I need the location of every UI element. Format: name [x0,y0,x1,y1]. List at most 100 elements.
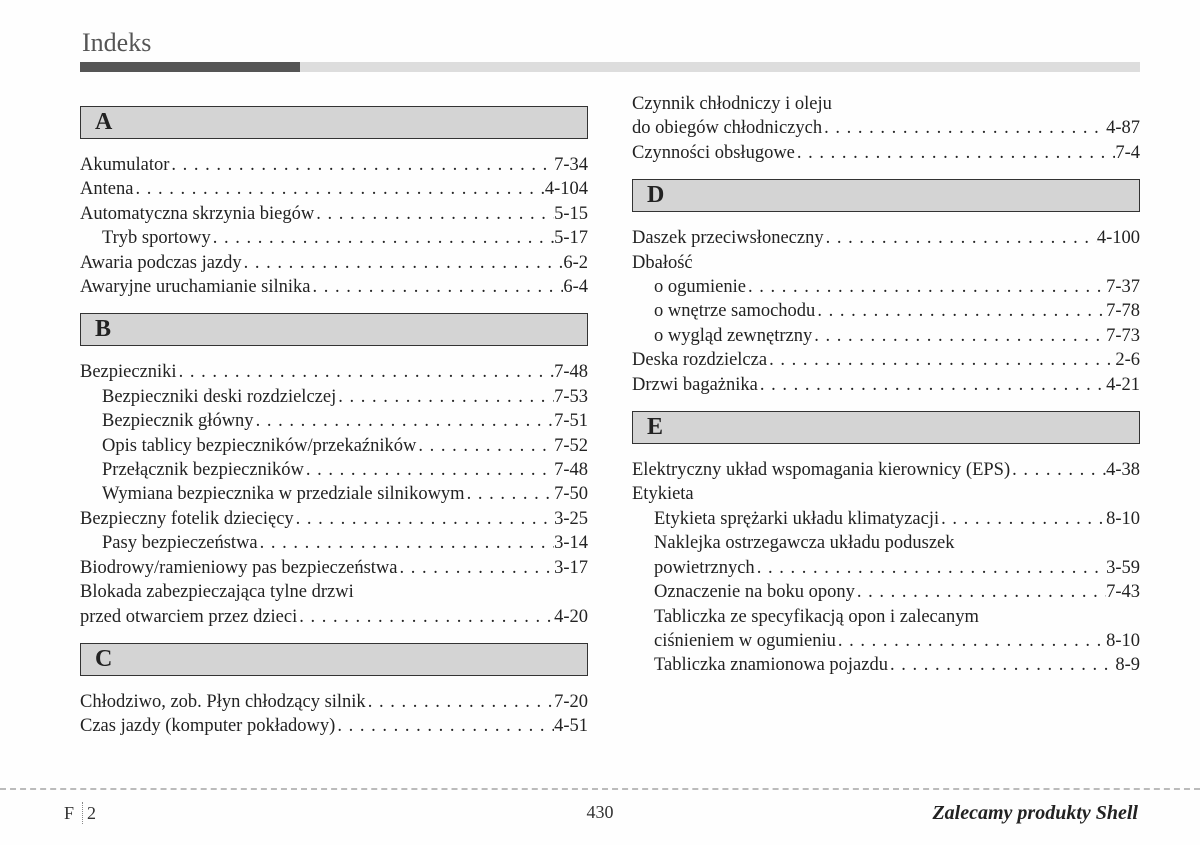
index-entry-leader: . . . . . . . . . . . . . . . . . . . . … [465,482,555,506]
index-entry-page: 7-52 [554,434,588,458]
index-entry-leader: . . . . . . . . . . . . . . . . . . . . … [177,360,555,384]
index-entry-leader: . . . . . . . . . . . . . . . . . . . . … [755,556,1106,580]
index-entry-leader: . . . . . . . . . . . . . . . . . . . . … [758,373,1106,397]
index-entry-page: 7-20 [554,690,588,714]
index-entry-label: Akumulator [80,153,169,177]
index-entry: do obiegów chłodniczych . . . . . . . . … [632,116,1140,140]
index-entry: Tryb sportowy . . . . . . . . . . . . . … [80,226,588,250]
footer-page-number: 430 [587,800,614,823]
index-entry-label: Automatyczna skrzynia biegów [80,202,314,226]
index-entry-page: 7-50 [554,482,588,506]
index-entry-page: 7-73 [1106,324,1140,348]
index-entry: Dbałość . . . . . . . . . . . . . . . . … [632,251,1140,275]
footer-section-page: 2 [87,803,96,824]
index-entry-label: Dbałość [632,251,693,275]
index-entry: Etykieta . . . . . . . . . . . . . . . .… [632,482,1140,506]
index-entry-label: powietrznych [654,556,755,580]
index-entry-leader: . . . . . . . . . . . . . . . . . . . . … [304,458,554,482]
index-entry-leader: . . . . . . . . . . . . . . . . . . . . … [795,141,1115,165]
index-entry-label: Etykieta [632,482,694,506]
index-entry-label: Bezpieczniki [80,360,177,384]
index-entry-page: 4-38 [1106,458,1140,482]
index-entry-label: Czynnik chłodniczy i oleju [632,92,832,116]
index-entry: Akumulator . . . . . . . . . . . . . . .… [80,153,588,177]
index-entry: Elektryczny układ wspomagania kierownicy… [632,458,1140,482]
section-head: B [80,313,588,346]
index-entry-label: Tabliczka znamionowa pojazdu [654,653,888,677]
index-columns: AAkumulator . . . . . . . . . . . . . . … [80,92,1140,739]
index-entry-page: 4-21 [1106,373,1140,397]
index-entry: Awaryjne uruchamianie silnika . . . . . … [80,275,588,299]
index-entry-label: Przełącznik bezpieczników [102,458,304,482]
index-entry: Przełącznik bezpieczników . . . . . . . … [80,458,588,482]
index-entry-label: Chłodziwo, zob. Płyn chłodzący silnik [80,690,366,714]
index-entry: Blokada zabezpieczająca tylne drzwi . . … [80,580,588,604]
index-entry-page: 6-2 [563,251,588,275]
index-entry-leader: . . . . . . . . . . . . . . . . . . . . … [335,714,554,738]
index-entry-label: Bezpieczniki deski rozdzielczej [102,385,336,409]
index-entry: Czynności obsługowe . . . . . . . . . . … [632,141,1140,165]
footer-section-letter: F [64,803,74,824]
index-column-left: AAkumulator . . . . . . . . . . . . . . … [80,92,588,739]
section-head: D [632,179,1140,212]
index-entry-leader: . . . . . . . . . . . . . . . . . . . . … [366,690,554,714]
index-entry-leader: . . . . . . . . . . . . . . . . . . . . … [855,580,1106,604]
index-entry-label: Biodrowy/ramieniowy pas bezpieczeństwa [80,556,397,580]
index-entry-page: 5-15 [554,202,588,226]
index-entry: Biodrowy/ramieniowy pas bezpieczeństwa .… [80,556,588,580]
footer-dashed-rule [0,788,1200,790]
index-entry-leader: . . . . . . . . . . . . . . . . . . . . … [211,226,554,250]
page-title: Indeks [82,28,1140,58]
index-entry-leader: . . . . . . . . . . . . . . . . . . . . … [297,605,554,629]
index-entry-page: 2-6 [1115,348,1140,372]
page-footer: F 2 430 Zalecamy produkty Shell [0,800,1200,823]
index-entry: Bezpieczny fotelik dziecięcy . . . . . .… [80,507,588,531]
index-entry: o ogumienie . . . . . . . . . . . . . . … [632,275,1140,299]
index-entry: Bezpieczniki deski rozdzielczej . . . . … [80,385,588,409]
page-body: Indeks AAkumulator . . . . . . . . . . .… [0,0,1200,739]
index-entry: Opis tablicy bezpieczników/przekaźników … [80,434,588,458]
index-entry: Chłodziwo, zob. Płyn chłodzący silnik . … [80,690,588,714]
index-entry-label: przed otwarciem przez dzieci [80,605,297,629]
index-entry-page: 3-17 [554,556,588,580]
index-entry-leader: . . . . . . . . . . . . . . . . . . . . … [397,556,554,580]
index-entry-leader: . . . . . . . . . . . . . . . . . . . . … [939,507,1106,531]
section-head: C [80,643,588,676]
index-entry-label: Tryb sportowy [102,226,211,250]
index-entry-page: 4-87 [1106,116,1140,140]
index-entry-label: ciśnieniem w ogumieniu [654,629,836,653]
index-entry-label: Pasy bezpieczeństwa [102,531,258,555]
index-entry: Bezpieczniki . . . . . . . . . . . . . .… [80,360,588,384]
index-entry: o wnętrze samochodu . . . . . . . . . . … [632,299,1140,323]
index-entry-label: Tabliczka ze specyfikacją opon i zalecan… [654,605,979,629]
index-entry-leader: . . . . . . . . . . . . . . . . . . . . … [815,299,1106,323]
index-entry: Naklejka ostrzegawcza układu poduszek . … [632,531,1140,555]
index-entry-page: 3-59 [1106,556,1140,580]
index-entry-page: 4-51 [554,714,588,738]
index-entry-page: 8-10 [1106,629,1140,653]
index-entry-page: 5-17 [554,226,588,250]
index-entry: Deska rozdzielcza . . . . . . . . . . . … [632,348,1140,372]
index-entry: Bezpiecznik główny . . . . . . . . . . .… [80,409,588,433]
index-entry: Tabliczka znamionowa pojazdu . . . . . .… [632,653,1140,677]
title-accent-bar [80,62,1140,72]
index-entry-leader: . . . . . . . . . . . . . . . . . . . . … [746,275,1106,299]
index-entry-leader: . . . . . . . . . . . . . . . . . . . . … [336,385,554,409]
index-entry-label: Bezpieczny fotelik dziecięcy [80,507,294,531]
index-entry-page: 8-9 [1115,653,1140,677]
index-entry-page: 4-104 [545,177,588,201]
index-entry: Awaria podczas jazdy . . . . . . . . . .… [80,251,588,275]
index-entry-leader: . . . . . . . . . . . . . . . . . . . . … [812,324,1106,348]
index-entry-label: Drzwi bagażnika [632,373,758,397]
index-entry-leader: . . . . . . . . . . . . . . . . . . . . … [169,153,554,177]
index-entry-label: Daszek przeciwsłoneczny [632,226,824,250]
index-entry-leader: . . . . . . . . . . . . . . . . . . . . … [888,653,1115,677]
index-entry-label: Etykieta sprężarki układu klimatyzacji [654,507,939,531]
index-entry-page: 7-43 [1106,580,1140,604]
index-entry: Wymiana bezpiecznika w przedziale silnik… [80,482,588,506]
index-entry-page: 4-20 [554,605,588,629]
index-entry-label: Antena [80,177,133,201]
index-entry: Tabliczka ze specyfikacją opon i zalecan… [632,605,1140,629]
footer-tagline: Zalecamy produkty Shell [932,802,1138,825]
index-entry-page: 7-78 [1106,299,1140,323]
